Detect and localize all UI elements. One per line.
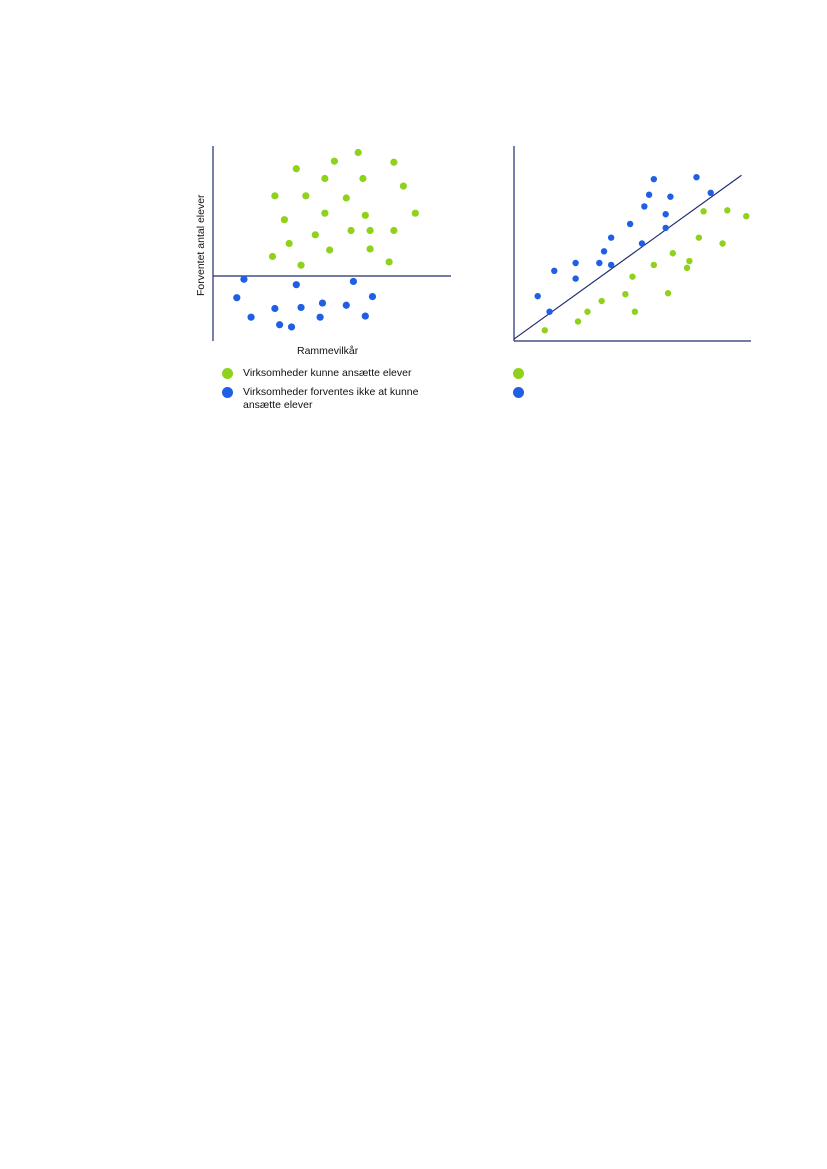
data-point-green [366, 245, 374, 253]
data-point-green [724, 207, 731, 214]
data-point-green [584, 308, 591, 315]
legend-label-green: Virksomheder kunne ansætte elever [243, 367, 412, 379]
data-point-green [366, 226, 374, 235]
data-point-green [695, 234, 703, 241]
legend-item-green-right [513, 367, 534, 379]
data-point-green [354, 148, 362, 157]
data-point-blue [626, 220, 634, 228]
data-point-blue [247, 313, 255, 321]
data-point-green [271, 192, 279, 200]
data-point-green [390, 158, 398, 166]
legend-marker-blue-right [513, 387, 524, 398]
data-point-blue [641, 203, 648, 210]
data-point-blue [645, 191, 653, 198]
chart-left [212, 146, 451, 341]
data-point-blue [572, 275, 579, 282]
data-point-blue [650, 175, 658, 183]
data-point-green [622, 291, 629, 298]
data-point-green [574, 318, 582, 325]
data-point-green [669, 250, 676, 257]
data-point-green [280, 216, 288, 224]
data-point-blue [240, 275, 248, 283]
data-point-blue [233, 294, 241, 302]
data-point-green [399, 182, 407, 190]
data-point-blue [607, 261, 615, 269]
data-point-blue [534, 292, 541, 300]
data-point-green [359, 174, 367, 183]
data-point-blue [662, 224, 669, 232]
data-point-blue [318, 299, 327, 307]
data-point-green [342, 194, 350, 202]
y-axis-label-left: Forventet antal elever [195, 194, 207, 296]
data-point-blue [596, 259, 603, 267]
data-point-blue [546, 308, 553, 315]
data-point-green [330, 157, 338, 165]
data-point-green [598, 297, 605, 305]
data-point-green [311, 231, 319, 239]
data-point-green [302, 192, 310, 200]
legend-marker-green-right [513, 368, 524, 379]
data-point-blue [707, 189, 714, 196]
data-point-green [664, 290, 672, 297]
data-point-green [743, 213, 750, 220]
data-point-green [321, 209, 329, 217]
data-point-blue [662, 211, 669, 218]
legend-label-blue: Virksomheder forventes ikke at kunne ans… [243, 386, 419, 411]
data-point-blue [638, 240, 646, 247]
data-point-green [321, 174, 329, 183]
data-point-green [361, 211, 369, 219]
data-point-blue [551, 267, 558, 274]
data-point-blue [368, 292, 377, 301]
data-point-green [411, 209, 419, 217]
data-point-green [390, 226, 398, 235]
data-point-blue [572, 259, 579, 267]
legend-item-blue-right [513, 386, 534, 398]
data-point-blue [276, 321, 284, 329]
data-point-blue [316, 313, 324, 321]
data-point-blue [297, 303, 305, 312]
legend-item-blue: Virksomheder forventes ikke at kunne ans… [222, 386, 442, 412]
data-point-blue [271, 304, 279, 313]
data-point-green [700, 208, 707, 215]
data-point-blue [349, 277, 358, 286]
data-point-blue [292, 281, 300, 289]
data-point-green [631, 308, 639, 315]
data-point-blue [342, 301, 350, 309]
data-point-green [292, 165, 300, 173]
data-point-green [326, 246, 334, 254]
legend-marker-blue [222, 387, 233, 398]
data-point-blue [693, 174, 700, 181]
data-point-green [650, 261, 658, 269]
data-point-green [297, 261, 305, 269]
data-point-green [347, 226, 355, 235]
chart-right [513, 146, 751, 342]
data-point-blue [667, 193, 674, 200]
legend-item-green: Virksomheder kunne ansætte elever [222, 367, 411, 380]
data-point-blue [607, 234, 615, 241]
data-point-green [268, 252, 277, 261]
data-point-blue [287, 323, 296, 331]
x-axis-label-left: Rammevilkår [297, 345, 359, 357]
data-point-green [629, 273, 636, 280]
data-point-green [683, 264, 691, 272]
data-point-green [285, 239, 293, 248]
data-point-blue [600, 248, 608, 255]
data-point-green [385, 258, 393, 266]
data-point-blue [361, 312, 369, 320]
data-point-green [686, 257, 693, 265]
data-point-green [541, 327, 549, 334]
legend-marker-green [222, 368, 233, 379]
data-point-green [719, 240, 726, 247]
